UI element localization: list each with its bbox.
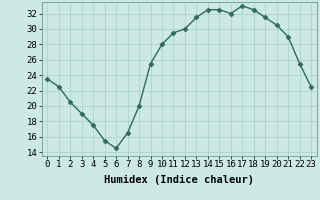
X-axis label: Humidex (Indice chaleur): Humidex (Indice chaleur): [104, 175, 254, 185]
